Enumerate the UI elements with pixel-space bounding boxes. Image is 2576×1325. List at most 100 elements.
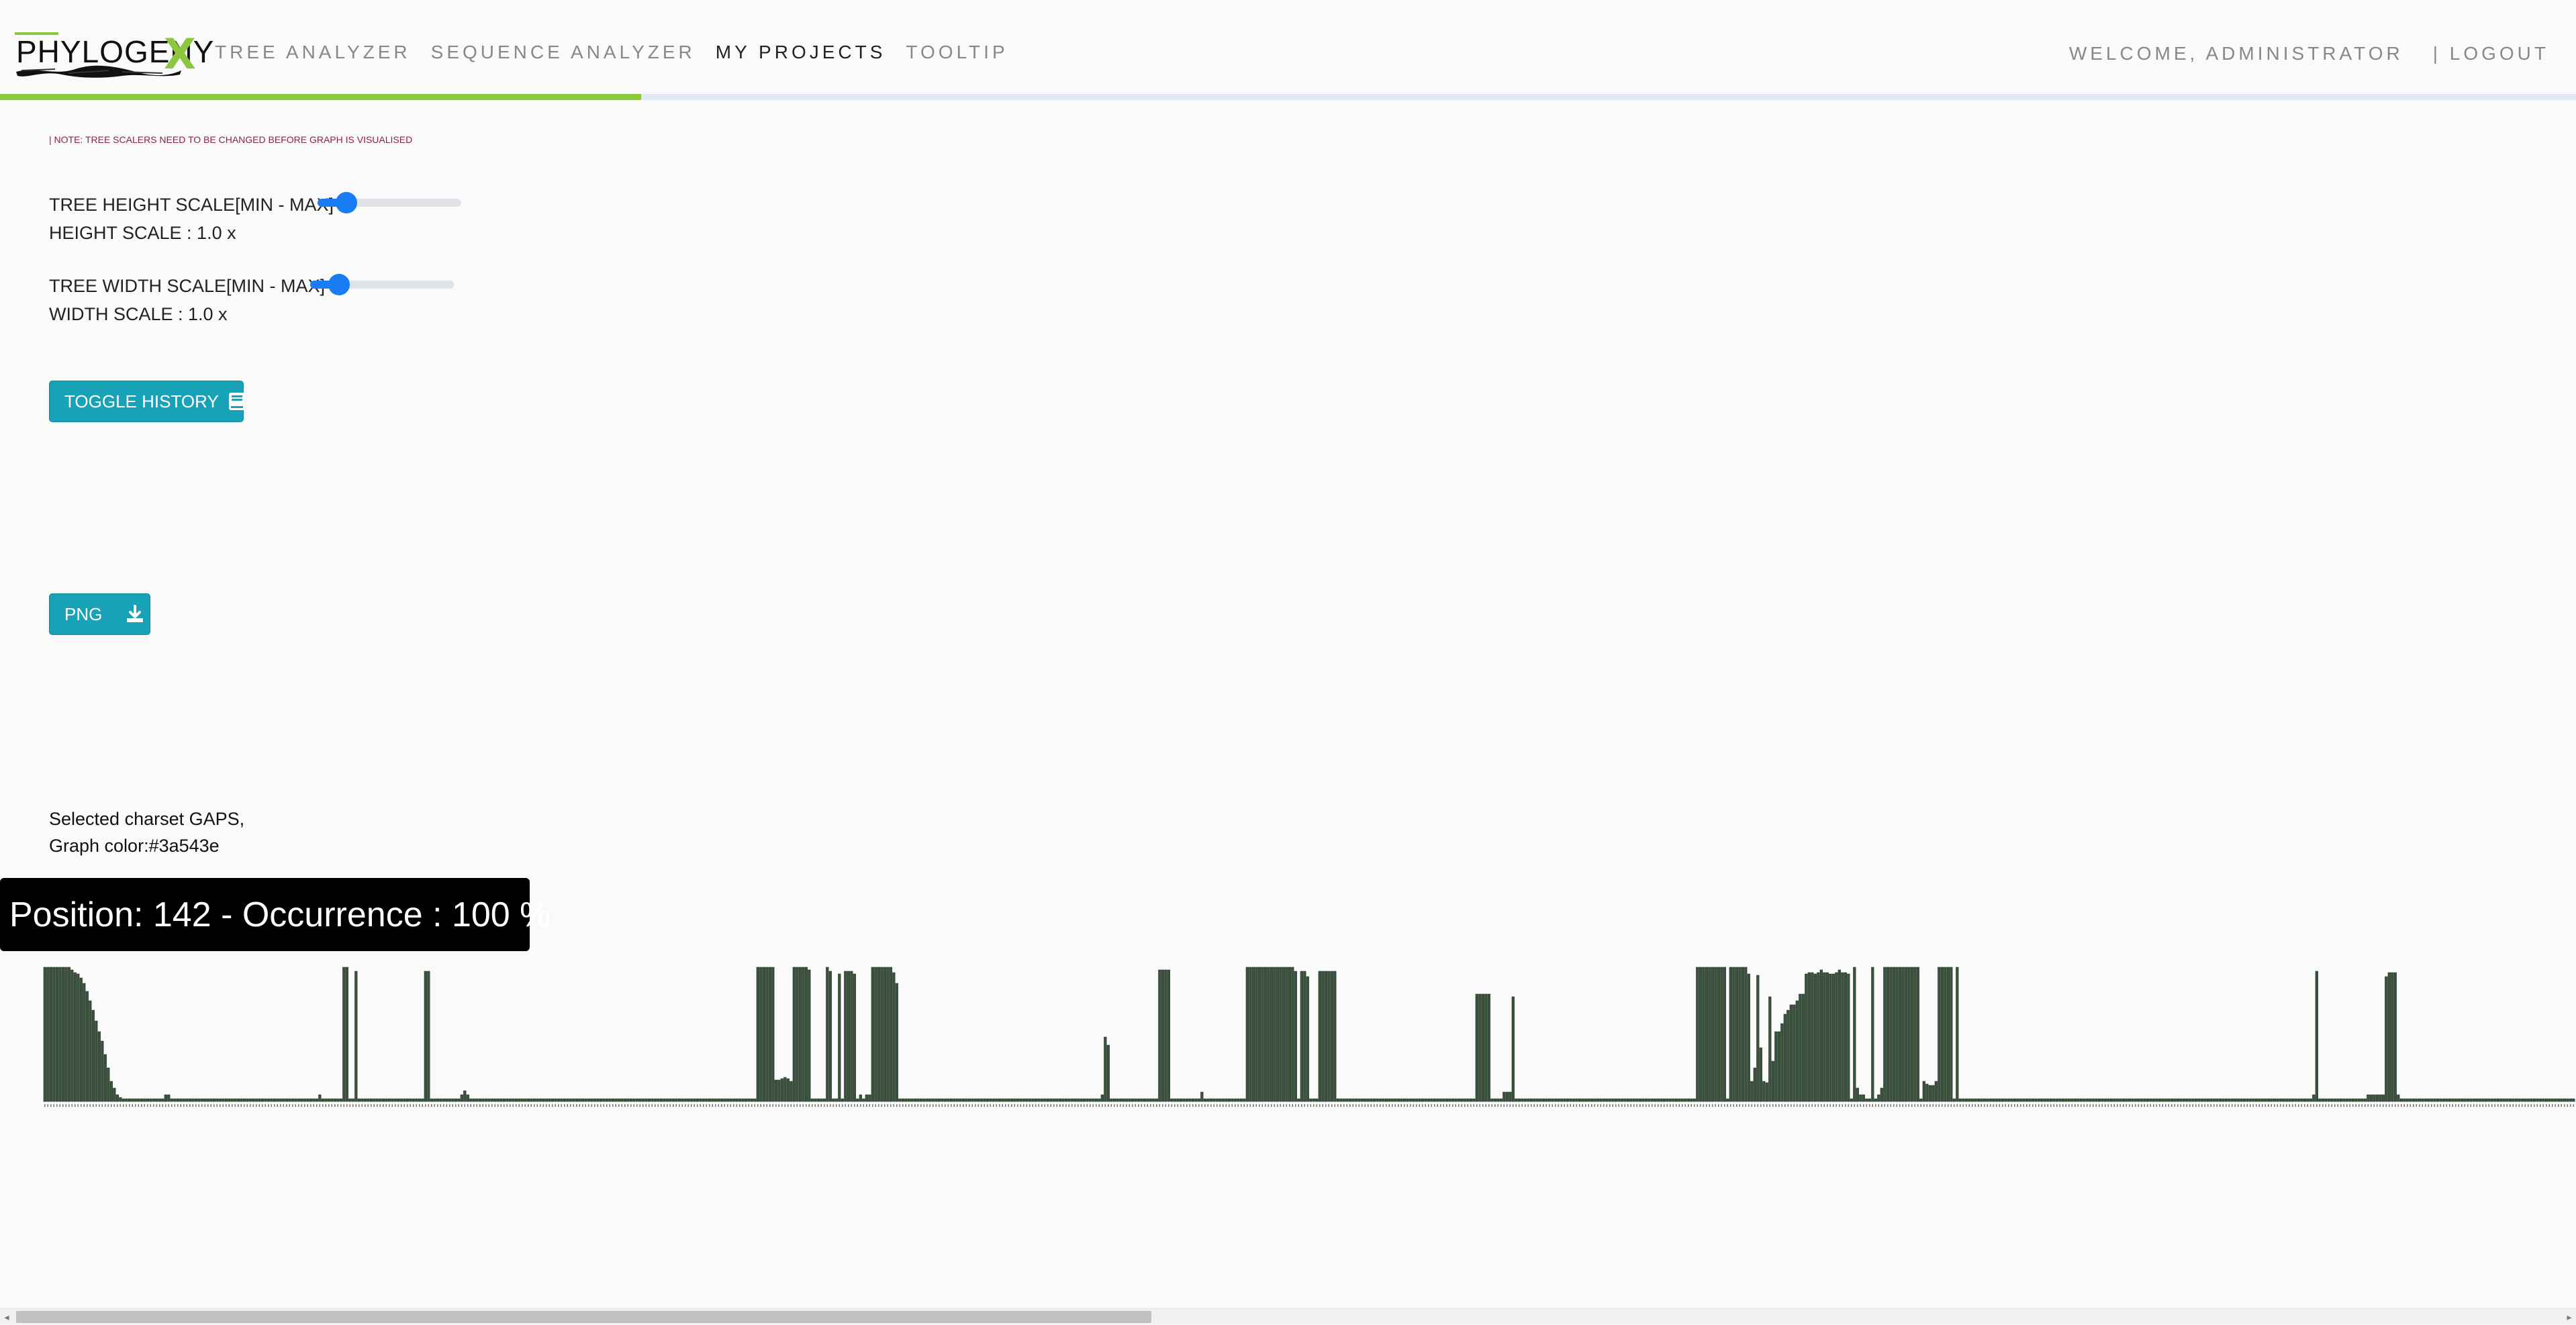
chart-bar[interactable] — [77, 973, 80, 1102]
chart-bar[interactable] — [248, 1098, 252, 1102]
chart-bar[interactable] — [481, 1098, 485, 1102]
chart-bar[interactable] — [1342, 1098, 1345, 1102]
width-scale-slider[interactable] — [310, 274, 454, 295]
chart-bar[interactable] — [1469, 1098, 1472, 1102]
chart-bar[interactable] — [961, 1098, 965, 1102]
chart-bar[interactable] — [1209, 1098, 1212, 1102]
chart-bar[interactable] — [2369, 1094, 2373, 1102]
chart-bar[interactable] — [862, 1098, 865, 1102]
chart-bar[interactable] — [179, 1098, 183, 1102]
chart-bar[interactable] — [1566, 1098, 1569, 1102]
chart-bar[interactable] — [2532, 1098, 2536, 1102]
chart-bar[interactable] — [723, 1098, 726, 1102]
chart-bar[interactable] — [496, 1098, 499, 1102]
chart-bar[interactable] — [566, 1098, 569, 1102]
chart-bar[interactable] — [2557, 1098, 2560, 1102]
chart-bar[interactable] — [1786, 1010, 1790, 1102]
chart-bar[interactable] — [318, 1094, 322, 1102]
chart-bar[interactable] — [430, 1098, 433, 1102]
chart-bar[interactable] — [1197, 1098, 1200, 1102]
chart-bar[interactable] — [2554, 1098, 2557, 1102]
chart-bar[interactable] — [2188, 1098, 2191, 1102]
chart-bar[interactable] — [593, 1098, 596, 1102]
chart-bar[interactable] — [1499, 1098, 1502, 1102]
chart-bar[interactable] — [267, 1098, 270, 1102]
chart-bar[interactable] — [1052, 1098, 1055, 1102]
chart-bar[interactable] — [2046, 1098, 2050, 1102]
chart-bar[interactable] — [2421, 1098, 2424, 1102]
chart-bar[interactable] — [399, 1098, 403, 1102]
chart-bar[interactable] — [1587, 1098, 1590, 1102]
chart-bar[interactable] — [2170, 1098, 2173, 1102]
chart-bar[interactable] — [2215, 1098, 2219, 1102]
chart-bar[interactable] — [1257, 967, 1261, 1102]
chart-bar[interactable] — [802, 967, 805, 1102]
chart-bar[interactable] — [814, 1098, 817, 1102]
chart-bar[interactable] — [1868, 1098, 1871, 1102]
chart-bar[interactable] — [2212, 1098, 2215, 1102]
chart-bar[interactable] — [1112, 1098, 1116, 1102]
height-slider-thumb[interactable] — [335, 192, 357, 213]
chart-bar[interactable] — [765, 967, 769, 1102]
chart-bar[interactable] — [738, 1098, 741, 1102]
chart-bar[interactable] — [617, 1098, 620, 1102]
chart-bar[interactable] — [1862, 1094, 1865, 1102]
chart-bar[interactable] — [1318, 971, 1321, 1102]
chart-bar[interactable] — [391, 1098, 394, 1102]
chart-bar[interactable] — [140, 1098, 143, 1102]
chart-bar[interactable] — [469, 1098, 473, 1102]
chart-bar[interactable] — [2282, 1098, 2285, 1102]
chart-bar[interactable] — [2137, 1098, 2140, 1102]
chart-bar[interactable] — [2520, 1098, 2524, 1102]
chart-bar[interactable] — [1460, 1098, 1464, 1102]
chart-bar[interactable] — [2409, 1098, 2412, 1102]
chart-bar[interactable] — [1777, 1031, 1780, 1102]
chart-bar[interactable] — [2566, 1098, 2569, 1102]
chart-bar[interactable] — [578, 1098, 581, 1102]
chart-bar[interactable] — [2530, 1098, 2533, 1102]
chart-bar[interactable] — [1907, 967, 1911, 1102]
chart-bar[interactable] — [1412, 1098, 1415, 1102]
chart-bar[interactable] — [608, 1098, 612, 1102]
chart-bar[interactable] — [1221, 1098, 1225, 1102]
chart-bar[interactable] — [1874, 1098, 1877, 1102]
chart-bar[interactable] — [1771, 1061, 1774, 1102]
chart-bar[interactable] — [43, 967, 46, 1102]
chart-bar[interactable] — [2070, 1098, 2074, 1102]
chart-bar[interactable] — [234, 1098, 237, 1102]
chart-bar[interactable] — [1886, 967, 1889, 1102]
chart-bar[interactable] — [796, 967, 799, 1102]
nav-tree-analyzer[interactable]: TREE ANALYZER — [215, 42, 411, 62]
chart-bar[interactable] — [1952, 1098, 1956, 1102]
chart-bar[interactable] — [1212, 1098, 1216, 1102]
chart-bar[interactable] — [128, 1098, 131, 1102]
chart-bar[interactable] — [935, 1098, 938, 1102]
chart-bar[interactable] — [512, 1098, 515, 1102]
chart-bar[interactable] — [1956, 967, 1959, 1102]
chart-bar[interactable] — [2484, 1098, 2487, 1102]
chart-bar[interactable] — [635, 1098, 638, 1102]
chart-bar[interactable] — [158, 1098, 161, 1102]
chart-bar[interactable] — [2209, 1098, 2213, 1102]
chart-bar[interactable] — [892, 972, 896, 1102]
width-slider-thumb[interactable] — [328, 274, 350, 295]
chart-bar[interactable] — [1847, 973, 1850, 1102]
chart-bar[interactable] — [1629, 1098, 1633, 1102]
chart-bar[interactable] — [551, 1098, 554, 1102]
chart-bar[interactable] — [424, 971, 427, 1102]
chart-bar[interactable] — [1974, 1098, 1977, 1102]
chart-bar[interactable] — [2061, 1098, 2064, 1102]
chart-bar[interactable] — [1684, 1098, 1687, 1102]
height-scale-slider[interactable] — [318, 192, 461, 213]
chart-bar[interactable] — [665, 1098, 669, 1102]
chart-bar[interactable] — [1294, 971, 1297, 1102]
chart-bar[interactable] — [983, 1098, 986, 1102]
chart-bar[interactable] — [1366, 1098, 1370, 1102]
chart-bar[interactable] — [1076, 1098, 1080, 1102]
chart-bar[interactable] — [327, 1098, 330, 1102]
chart-bar[interactable] — [1729, 967, 1732, 1102]
chart-bar[interactable] — [705, 1098, 708, 1102]
chart-bar[interactable] — [2101, 1098, 2104, 1102]
chart-bar[interactable] — [822, 1098, 826, 1102]
chart-bar[interactable] — [1850, 1098, 1853, 1102]
